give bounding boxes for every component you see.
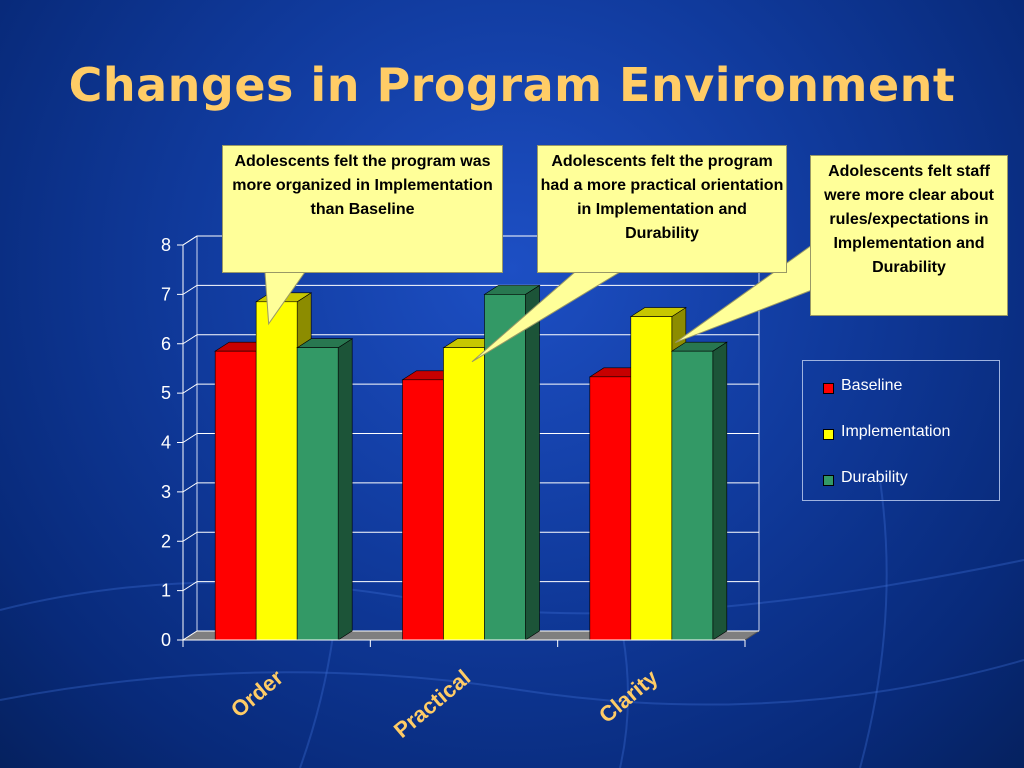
bar bbox=[296, 338, 354, 641]
gridline bbox=[182, 334, 759, 345]
chart-legend: Baseline Implementation Durability bbox=[802, 360, 1000, 501]
bar-front bbox=[671, 350, 714, 641]
bar-front bbox=[255, 301, 298, 641]
y-tick-label: 3 bbox=[161, 482, 171, 502]
callout-practical: Adolescents felt the program had a more … bbox=[537, 145, 787, 273]
bar-front bbox=[402, 379, 444, 641]
bar-side bbox=[712, 341, 728, 641]
gridline bbox=[182, 482, 759, 493]
gridline bbox=[182, 630, 759, 641]
bar-side bbox=[337, 338, 353, 641]
legend-swatch-durability bbox=[823, 475, 834, 486]
legend-label: Implementation bbox=[841, 423, 951, 440]
bar-front bbox=[214, 350, 257, 641]
bar-front bbox=[296, 347, 339, 641]
legend-label: Baseline bbox=[841, 377, 903, 394]
bar-front bbox=[443, 347, 485, 641]
bars bbox=[214, 284, 728, 641]
y-tick-label: 6 bbox=[161, 334, 171, 354]
y-tick-label: 1 bbox=[161, 581, 171, 601]
bar-side bbox=[525, 284, 540, 641]
legend-swatch-baseline bbox=[823, 383, 834, 394]
y-tick-label: 2 bbox=[161, 531, 171, 551]
gridline bbox=[182, 433, 759, 443]
gridline bbox=[182, 581, 759, 592]
bar bbox=[483, 284, 541, 641]
bar bbox=[670, 341, 728, 641]
callout-order: Adolescents felt the program was more or… bbox=[222, 145, 503, 273]
slide-title: Changes in Program Environment bbox=[68, 58, 956, 112]
bar-front bbox=[589, 376, 632, 641]
y-tick-label: 7 bbox=[161, 284, 171, 304]
x-tick-label: Practical bbox=[389, 665, 475, 743]
y-tick-label: 5 bbox=[161, 383, 171, 403]
legend-label: Durability bbox=[841, 469, 908, 486]
gridline bbox=[182, 383, 759, 394]
bar-front bbox=[484, 294, 526, 641]
gridline bbox=[182, 531, 759, 542]
x-tick-label: Order bbox=[226, 664, 288, 722]
callout-pointers bbox=[264, 244, 813, 363]
x-tick-label: Clarity bbox=[594, 664, 663, 728]
legend-swatch-implementation bbox=[823, 429, 834, 440]
y-tick-label: 0 bbox=[161, 630, 171, 650]
y-tick-label: 8 bbox=[161, 235, 171, 255]
bar-front bbox=[630, 316, 673, 641]
y-tick-label: 4 bbox=[161, 433, 171, 453]
callout-clarity: Adolescents felt staff were more clear a… bbox=[810, 155, 1008, 316]
